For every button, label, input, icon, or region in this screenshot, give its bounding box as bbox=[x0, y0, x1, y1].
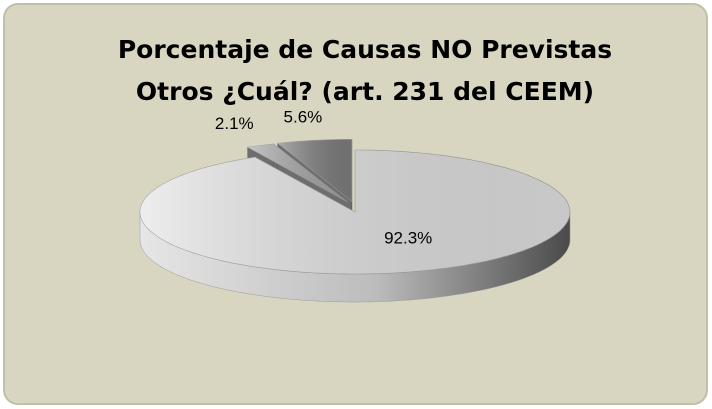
data-label: 2.1% bbox=[215, 114, 254, 133]
pie-slice bbox=[139, 149, 571, 275]
chart-title: Porcentaje de Causas NO Previstas bbox=[118, 35, 612, 64]
data-label: 92.3% bbox=[384, 229, 432, 248]
data-label: 5.6% bbox=[284, 107, 323, 126]
chart-subtitle: Otros ¿Cuál? (art. 231 del CEEM) bbox=[136, 77, 594, 106]
